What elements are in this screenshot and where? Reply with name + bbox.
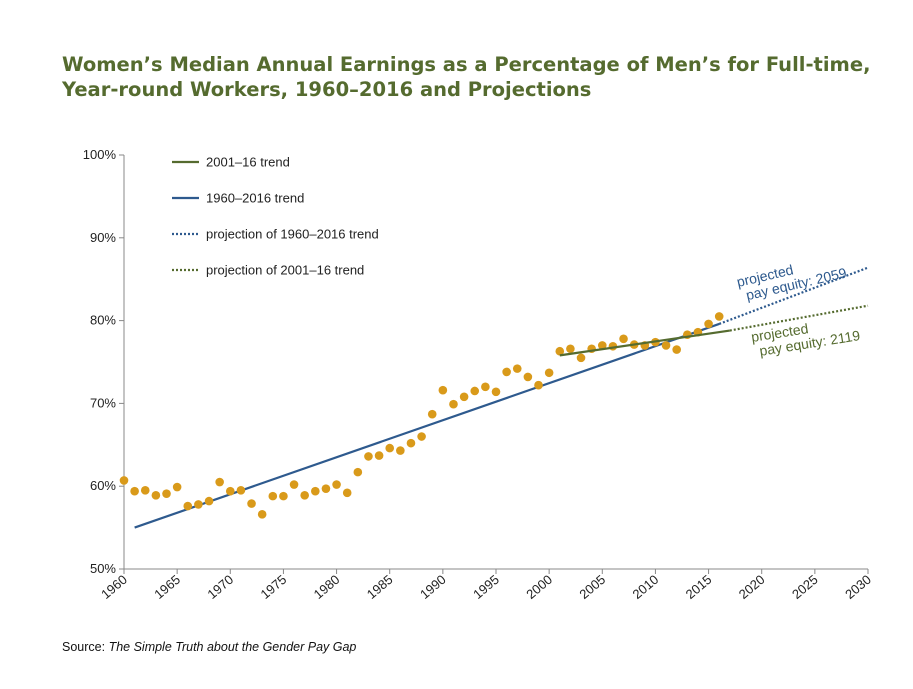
x-tick-label: 2000 <box>523 572 555 602</box>
data-point <box>576 353 586 363</box>
data-point <box>470 386 480 396</box>
x-tick-label: 2010 <box>630 572 662 602</box>
y-tick-label: 60% <box>90 478 116 493</box>
y-tick-label: 80% <box>90 313 116 328</box>
data-point <box>438 385 448 395</box>
data-point <box>597 341 607 350</box>
data-point <box>162 489 171 498</box>
data-point <box>566 344 575 354</box>
x-tick-label: 2005 <box>576 572 608 602</box>
data-point <box>523 372 533 382</box>
projection-line-2001-16 <box>729 304 869 332</box>
data-point <box>449 399 458 409</box>
data-point <box>225 486 235 496</box>
data-point <box>247 499 256 508</box>
y-tick-label: 90% <box>90 230 116 245</box>
x-tick-label: 1970 <box>204 572 236 602</box>
trend-line-2001-16 <box>559 329 730 357</box>
data-point <box>385 443 395 453</box>
x-tick-label: 2030 <box>842 572 874 602</box>
data-point <box>374 451 384 460</box>
projection-annotation: projectedpay equity: 2119 <box>750 312 861 360</box>
data-point <box>364 452 373 461</box>
x-tick-label: 1975 <box>258 572 290 602</box>
data-point <box>279 491 288 501</box>
data-point <box>332 480 341 489</box>
data-point <box>417 432 426 441</box>
chart-title-line-2: Year-round Workers, 1960–2016 and Projec… <box>62 78 592 101</box>
data-point <box>502 367 511 377</box>
legend-label: 2001–16 trend <box>206 155 290 170</box>
x-tick-label: 1980 <box>311 572 343 602</box>
data-point <box>459 392 469 402</box>
x-tick-label: 1985 <box>364 572 396 602</box>
data-point <box>300 491 309 500</box>
x-tick-label: 2025 <box>789 572 821 602</box>
source-prefix: Source: <box>62 640 109 654</box>
source-note: Source: The Simple Truth about the Gende… <box>62 640 356 654</box>
y-tick-label: 100% <box>83 147 117 162</box>
data-point <box>619 334 628 344</box>
data-point <box>661 341 671 350</box>
data-point <box>215 477 224 487</box>
legend-label: projection of 1960–2016 trend <box>206 227 379 242</box>
data-point <box>353 467 363 477</box>
data-point <box>704 319 713 329</box>
data-point <box>172 482 182 492</box>
data-point <box>119 476 129 485</box>
y-tick-label: 50% <box>90 561 116 576</box>
data-point <box>151 491 161 500</box>
source-title: The Simple Truth about the Gender Pay Ga… <box>108 640 357 654</box>
data-point <box>268 491 278 501</box>
data-point <box>342 488 352 498</box>
earnings-chart: 50% 60% 70% 80% 90% 100% 1960 1965 1970 1975 1980 1… <box>83 147 874 602</box>
x-tick-label: 1965 <box>151 572 183 602</box>
data-point <box>204 496 214 506</box>
x-tick-label: 1990 <box>417 572 449 602</box>
legend-label: projection of 2001–16 trend <box>206 263 364 278</box>
trend-line-1960-2016 <box>134 322 720 529</box>
data-point <box>130 486 139 496</box>
chart-title: Women’s Median Annual Earnings as a Perc… <box>62 52 882 102</box>
data-point <box>555 346 565 356</box>
data-point <box>289 480 299 489</box>
data-point <box>534 380 543 390</box>
x-tick-label: 1960 <box>98 572 130 602</box>
data-point <box>672 345 681 354</box>
chart-title-line-1: Women’s Median Annual Earnings as a Perc… <box>62 53 871 76</box>
data-point <box>236 486 246 495</box>
data-point <box>257 510 267 519</box>
x-tick-label: 2020 <box>736 572 768 602</box>
data-point <box>427 409 437 419</box>
x-tick-label: 2015 <box>683 572 715 602</box>
legend-label: 1960–2016 trend <box>206 191 304 206</box>
data-point <box>481 382 490 392</box>
projection-line-1960-2016 <box>718 266 869 325</box>
data-point <box>396 446 405 455</box>
data-point <box>321 484 331 493</box>
y-tick-label: 70% <box>90 395 116 410</box>
data-point <box>194 500 203 509</box>
data-point <box>406 438 416 448</box>
data-point <box>183 501 193 511</box>
data-point <box>512 364 522 373</box>
data-point <box>140 486 150 495</box>
data-point <box>714 312 724 321</box>
x-tick-label: 1995 <box>470 572 502 602</box>
data-point <box>544 368 554 378</box>
data-point <box>491 387 501 397</box>
data-point <box>311 486 320 496</box>
